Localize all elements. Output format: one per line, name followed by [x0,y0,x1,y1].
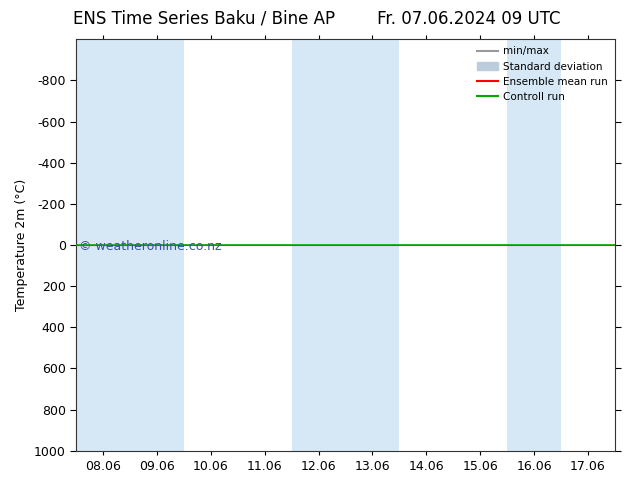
Text: © weatheronline.co.nz: © weatheronline.co.nz [79,240,221,253]
Bar [130,39,184,451]
Bar [76,39,130,451]
Text: ENS Time Series Baku / Bine AP        Fr. 07.06.2024 09 UTC: ENS Time Series Baku / Bine AP Fr. 07.06… [74,10,560,28]
Bar [346,39,399,451]
Bar [507,39,561,451]
Legend: min/max, Standard deviation, Ensemble mean run, Controll run: min/max, Standard deviation, Ensemble me… [473,42,612,106]
Y-axis label: Temperature 2m (°C): Temperature 2m (°C) [15,179,29,311]
Bar [292,39,346,451]
